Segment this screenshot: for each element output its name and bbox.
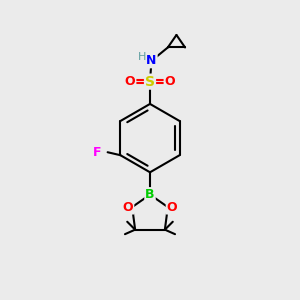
Text: H: H (138, 52, 146, 62)
Text: O: O (125, 75, 135, 88)
Text: O: O (167, 201, 177, 214)
Text: B: B (145, 188, 155, 201)
Text: N: N (146, 54, 157, 67)
Text: S: S (145, 75, 155, 88)
Text: F: F (93, 146, 102, 159)
Text: O: O (123, 201, 133, 214)
Text: O: O (165, 75, 175, 88)
